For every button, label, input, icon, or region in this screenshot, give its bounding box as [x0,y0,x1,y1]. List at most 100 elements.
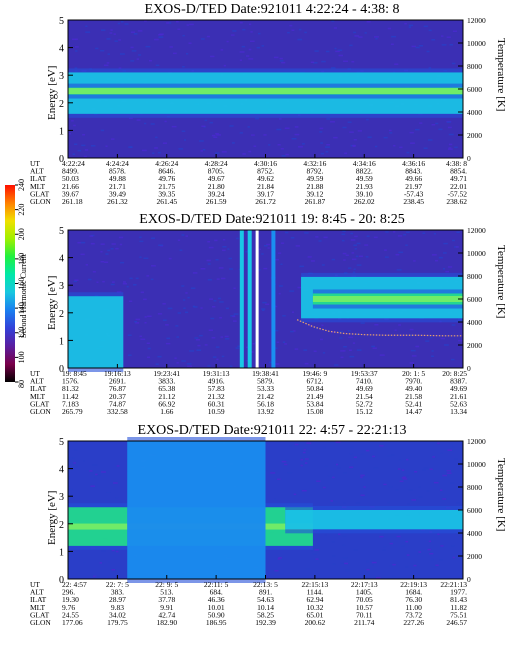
heatmap-cell [178,148,184,150]
y2-tick-label: 12000 [467,437,486,446]
table-cell: 50.03 [62,174,79,183]
heatmap-cell [273,56,279,59]
table-cell: 19.30 [62,595,79,604]
heatmap-cell [184,311,189,314]
heatmap-cell [273,347,278,349]
heatmap-cell [81,144,86,147]
heatmap-cell [409,362,415,364]
table-cell: 7410. [356,377,373,386]
heatmap-cell [164,120,167,123]
table-cell: 19:16:13 [104,369,131,378]
heatmap-cell [304,362,309,365]
heatmap-cell [239,132,243,134]
heatmap-cell [410,142,415,144]
heatmap-cell [114,40,118,42]
heatmap-cell [454,458,458,460]
heatmap-cell [223,239,226,241]
table-cell: 22:15:13 [302,580,329,589]
heatmap-cell [255,117,260,120]
heatmap-cell [279,572,284,575]
heatmap-cell [408,24,414,27]
heatmap-cell [189,23,194,26]
heatmap-cell [446,121,451,123]
heatmap-cell [165,324,169,326]
table-cell: 200.62 [305,618,326,627]
heatmap-cell [179,249,183,251]
table-cell: 49.88 [109,174,126,183]
table-cell: 238.62 [446,197,467,206]
heatmap-cell [216,278,220,280]
table-cell: 192.39 [255,618,276,627]
heatmap-cell [359,255,363,258]
table-cell: 21.84 [257,182,274,191]
heatmap-cell [350,232,354,235]
heatmap-cell [291,137,297,140]
y2-axis-label: Temperature [K] [495,458,505,531]
table-cell: 39.49 [109,189,126,198]
y2-tick-label: 2000 [467,131,482,140]
heatmap-cell [355,255,359,258]
heatmap-cell [111,243,116,245]
heatmap-cell [113,482,118,484]
heatmap-cell [84,149,89,151]
heatmap-cell [284,463,288,466]
table-cell: 22:19:13 [400,580,427,589]
heatmap-cell [349,466,354,469]
heatmap-cell [109,32,113,34]
heatmap-cell [90,485,95,487]
heatmap-cell [102,280,105,283]
table-cell: 4:32:16 [303,159,326,168]
heatmap-cell [418,44,424,47]
heatmap-cell [101,471,106,473]
heatmap-cell [217,297,221,300]
heatmap-cell [310,550,313,552]
heatmap-cell [136,119,141,121]
table-cell: 20: 1: 5 [402,369,425,378]
heatmap-cell [228,257,233,260]
heatmap-cell [379,354,385,356]
heatmap-cell [294,126,299,128]
heatmap-cell [331,555,336,557]
table-cell: 227.26 [403,618,424,627]
heatmap-cell [186,363,192,365]
table-cell: 70.11 [356,610,373,619]
heatmap-cell [452,30,457,33]
heatmap-cell [441,44,447,46]
heatmap-cell [352,145,356,147]
colorbar-tick-label: 240 [17,179,26,191]
heatmap-cell [352,258,357,261]
heatmap-cell [340,562,344,564]
heatmap-cell [213,300,217,302]
heatmap-cell [300,458,304,461]
heatmap-cell [451,239,456,242]
heatmap-cell [373,36,379,38]
heatmap-cell [382,549,386,551]
heatmap-cell [166,22,170,24]
heatmap-cell [440,452,443,455]
table-cell: 52.72 [356,399,373,408]
heatmap-cell [294,348,299,350]
heatmap-cell [281,61,286,64]
heatmap-cell [229,365,233,368]
table-cell: 11.82 [450,603,467,612]
heatmap-cell [360,494,365,497]
heatmap-cell [128,146,133,148]
heatmap-cell [209,298,214,300]
heatmap-cell [273,498,276,500]
heatmap-cell [426,50,430,53]
y2-tick-label: 8000 [467,62,482,71]
heatmap-cell [406,475,410,477]
heatmap-cell [449,482,455,484]
table-cell: 81.32 [62,384,79,393]
heatmap-cell [111,569,116,571]
heatmap-cell [348,336,354,339]
heatmap-cell [431,565,436,568]
table-cell: 6712. [306,377,323,386]
heatmap-cell [396,269,402,271]
heatmap-cell [327,474,332,477]
heatmap-cell [72,153,76,155]
table-cell: 57.83 [208,384,225,393]
heatmap-cell [387,454,392,457]
heatmap-cell [354,247,357,250]
heatmap-feature [312,296,463,302]
